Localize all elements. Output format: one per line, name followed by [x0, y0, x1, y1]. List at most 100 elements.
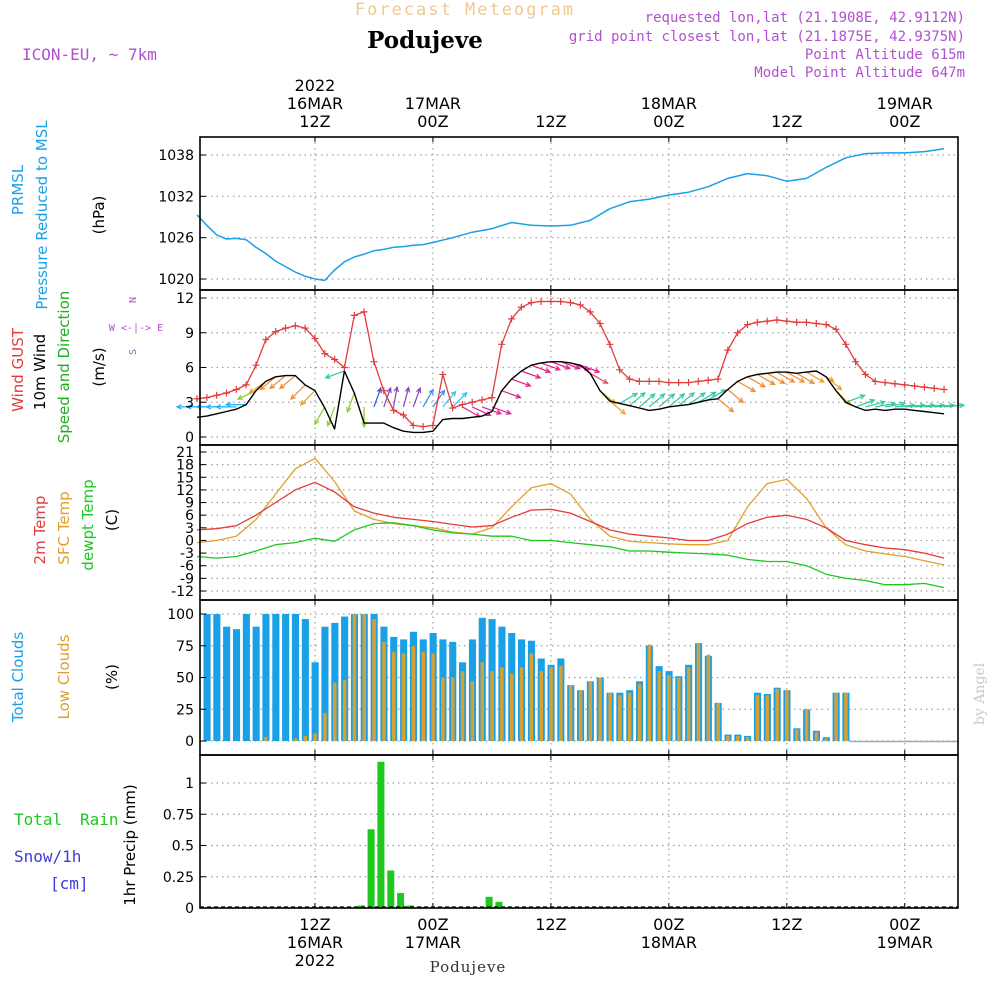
location-title: Podujeve — [367, 27, 483, 54]
low-cloud-bar — [460, 671, 465, 741]
wind-arrow — [668, 393, 686, 408]
gust-marker — [291, 322, 299, 330]
wind-arrow — [346, 392, 355, 414]
low-cloud-bar — [333, 682, 337, 741]
total-cloud-bar — [252, 626, 260, 741]
top-time-label: 17MAR — [405, 94, 461, 113]
wind-arrow-head — [236, 394, 243, 400]
bottom-time-label: 19MAR — [877, 933, 933, 952]
y-tick-label: 1038 — [158, 148, 194, 164]
wind-arrow-head — [959, 402, 966, 409]
gust-marker — [252, 361, 260, 369]
gust-marker — [802, 318, 810, 326]
low-cloud-bar — [647, 644, 652, 741]
wind-arrow-shaft — [914, 404, 935, 408]
panel-frame — [199, 444, 959, 601]
wind-arrow — [717, 398, 735, 413]
rain-bar — [377, 761, 385, 909]
wind-arrow-head — [393, 385, 399, 393]
wind-arrow-shaft — [944, 404, 965, 408]
y-tick-label: -6 — [180, 559, 194, 575]
gust-marker — [635, 377, 643, 385]
low-cloud-bar — [519, 667, 524, 741]
wind-arrow — [412, 386, 422, 408]
credit-watermark: by Angel — [972, 662, 988, 725]
gust-marker — [527, 299, 535, 307]
wind-arrow-shaft — [629, 392, 646, 407]
dewpoint-line — [196, 522, 945, 589]
low-cloud-bar — [578, 690, 583, 741]
wind-arrow-head — [688, 392, 696, 398]
wind-arrow — [796, 372, 816, 385]
total-cloud-bar — [213, 614, 221, 741]
wind-arrow-head — [749, 386, 757, 393]
y-tick-label: 0 — [185, 901, 194, 917]
wind-arrow-head — [324, 373, 331, 379]
gust-marker — [645, 377, 653, 385]
low-cloud-bar — [441, 677, 445, 741]
pressure-line — [196, 148, 945, 282]
wind-arrow — [224, 401, 247, 408]
wind-arrow-shaft — [442, 391, 457, 408]
precip-unit: 1hr Precip (mm) — [121, 784, 139, 905]
total-cloud-bar — [233, 629, 241, 741]
low-cloud-bar — [745, 737, 750, 741]
sfc-label: SFC Temp — [55, 491, 73, 564]
wind-arrow-shaft — [422, 389, 434, 408]
rain-bar — [397, 893, 405, 908]
low-cloud-bar — [559, 666, 563, 741]
gust-marker — [449, 404, 457, 412]
gust-marker — [301, 324, 309, 332]
low-cloud-bar — [814, 732, 819, 741]
y-tick-label: 50 — [176, 671, 194, 687]
sfc-temp-line — [196, 457, 945, 566]
top-time-label: 18MAR — [641, 94, 697, 113]
wind-arrow-head — [594, 367, 601, 374]
low-cloud-bar — [431, 653, 435, 741]
wind-arrow-head — [879, 400, 887, 406]
gust-marker — [783, 317, 791, 325]
y-tick-label: 75 — [176, 639, 194, 655]
wind-arrow-head — [574, 364, 581, 370]
wind-arrow-head — [525, 381, 532, 387]
wind-arrow-shaft — [412, 387, 421, 408]
y-tick-label: -9 — [180, 571, 194, 587]
low-cloud-bar — [539, 671, 543, 741]
panel-frame — [199, 136, 959, 291]
wind-arrow-shaft — [766, 372, 785, 384]
gust-marker — [576, 301, 584, 309]
top-time-label: 19MAR — [877, 94, 933, 113]
wind-arrow-shaft — [884, 402, 905, 408]
wind-arrow-shaft — [747, 376, 766, 388]
wind-arrow-head — [259, 384, 266, 391]
bottom-time-label: 00Z — [889, 915, 920, 934]
wind-arrow — [540, 362, 562, 371]
wind-arrow — [658, 393, 676, 408]
y-tick-label: 18 — [176, 458, 194, 474]
gust-marker — [930, 384, 938, 392]
wind-arrow-shaft — [540, 362, 561, 371]
wind-arrow-head — [554, 365, 562, 371]
rain-bar — [367, 829, 375, 909]
t2m-label: 2m Temp — [31, 496, 49, 565]
gust-marker — [881, 379, 889, 387]
wind-arrow-shaft — [737, 380, 756, 392]
gust-marker — [822, 321, 830, 329]
low-cloud-bar — [627, 692, 632, 741]
gust-marker — [704, 376, 712, 384]
low-cloud-bar — [804, 709, 809, 742]
wind-arrow-head — [639, 392, 646, 398]
bottom-time-label: 00Z — [653, 915, 684, 934]
wind-arrow-shaft — [501, 390, 521, 399]
bottom-time-label: 12Z — [535, 915, 566, 934]
low-cloud-bar — [313, 733, 317, 741]
total-cloud-bar — [262, 614, 270, 741]
dew-label: dewpt Temp — [79, 479, 97, 570]
low-cloud-bar — [293, 738, 298, 741]
gust-marker — [370, 358, 378, 366]
wind-arrow-head — [728, 406, 735, 413]
low-cloud-bar — [401, 653, 406, 741]
direction-key-n: N — [128, 297, 139, 303]
low-cloud-bar — [372, 619, 376, 741]
gust-marker — [340, 364, 348, 371]
